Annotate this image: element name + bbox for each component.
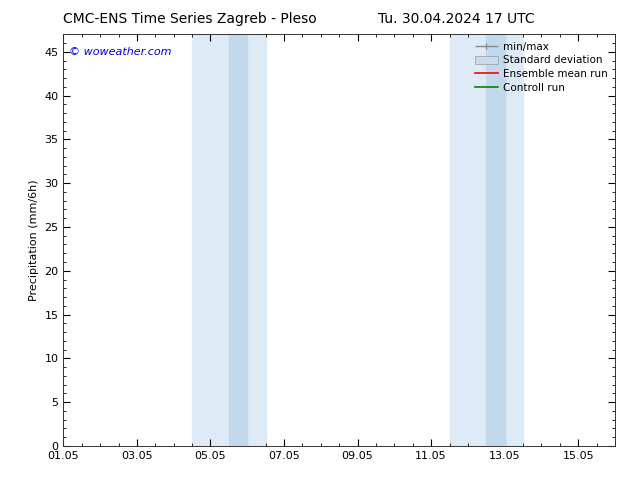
Legend: min/max, Standard deviation, Ensemble mean run, Controll run: min/max, Standard deviation, Ensemble me…	[470, 37, 612, 97]
Bar	[486, 34, 505, 446]
Bar	[229, 34, 247, 446]
Bar	[192, 34, 266, 446]
Text: © woweather.com: © woweather.com	[69, 47, 171, 57]
Y-axis label: Precipitation (mm/6h): Precipitation (mm/6h)	[29, 179, 39, 301]
Bar	[450, 34, 523, 446]
Text: CMC-ENS Time Series Zagreb - Pleso: CMC-ENS Time Series Zagreb - Pleso	[63, 12, 317, 26]
Text: Tu. 30.04.2024 17 UTC: Tu. 30.04.2024 17 UTC	[378, 12, 535, 26]
